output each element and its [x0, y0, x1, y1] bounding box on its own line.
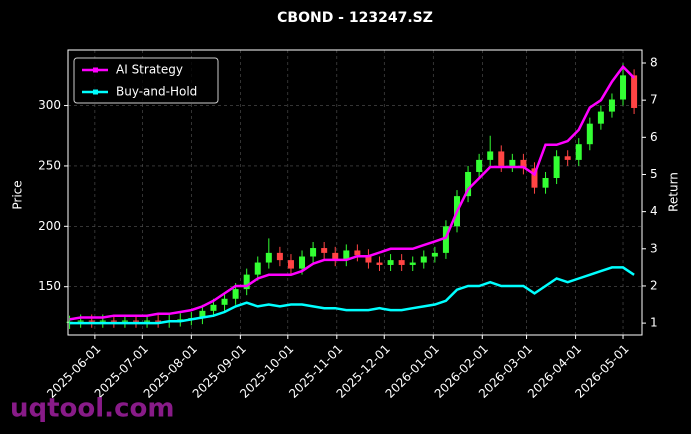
- candle-body: [575, 144, 582, 160]
- candle-body: [276, 252, 283, 261]
- candle-body: [332, 252, 339, 261]
- legend-label: AI Strategy: [116, 63, 183, 77]
- candle-body: [343, 250, 350, 261]
- chart-title: CBOND - 123247.SZ: [277, 10, 433, 26]
- candle-body: [243, 274, 250, 290]
- candle-body: [387, 260, 394, 265]
- candle-body: [487, 151, 494, 160]
- y2-tick-label: 6: [650, 130, 658, 144]
- legend-marker: [93, 89, 98, 95]
- candle-body: [232, 289, 239, 299]
- candle-body: [121, 320, 128, 322]
- candle-body: [265, 252, 272, 263]
- y-tick-label: 250: [38, 158, 61, 172]
- plot-frame: [67, 49, 643, 336]
- candle-body: [110, 320, 117, 322]
- y2-tick-label: 4: [650, 204, 658, 218]
- y2-tick-label: 8: [650, 56, 658, 70]
- candle-body: [221, 298, 228, 305]
- candle-body: [310, 248, 317, 257]
- candle-body: [597, 111, 604, 124]
- candle-body: [132, 320, 139, 322]
- candle-body: [509, 159, 516, 166]
- candle-body: [66, 321, 73, 323]
- y2-tick-label: 5: [650, 167, 658, 181]
- legend-box: [73, 57, 219, 104]
- candle-body: [354, 250, 361, 256]
- candle-body: [431, 252, 438, 257]
- candle-body: [476, 159, 483, 172]
- candle-body: [586, 123, 593, 145]
- candle-body: [199, 310, 206, 319]
- candle-body: [608, 99, 615, 112]
- return-line: [69, 266, 635, 325]
- legend-label: Buy-and-Hold: [116, 85, 197, 99]
- candle-body: [210, 304, 217, 311]
- candle-body: [564, 156, 571, 160]
- candle-body: [144, 320, 151, 322]
- candle-body: [365, 255, 372, 263]
- candle-body: [99, 320, 106, 322]
- candle-body: [77, 320, 84, 322]
- y-tick-label: 150: [38, 279, 61, 293]
- candle-body: [155, 320, 162, 322]
- candle-body: [531, 168, 538, 188]
- candle-body: [254, 262, 261, 275]
- candle-body: [498, 151, 505, 166]
- y2-axis-label: Return: [667, 172, 681, 212]
- candle-body: [620, 75, 627, 100]
- candle-body: [409, 262, 416, 265]
- y-axis-label: Price: [11, 180, 25, 209]
- candle-body: [420, 256, 427, 263]
- candle-body: [287, 260, 294, 269]
- y2-tick-label: 1: [650, 316, 658, 330]
- candle-body: [631, 75, 638, 108]
- y2-tick-label: 2: [650, 278, 658, 292]
- watermark: uqtool.com: [10, 394, 174, 424]
- candle-body: [376, 262, 383, 265]
- candle-body: [299, 256, 306, 269]
- candle-body: [553, 156, 560, 179]
- y-tick-label: 200: [38, 219, 61, 233]
- candle-body: [520, 159, 527, 169]
- candle-body: [177, 319, 184, 321]
- return-line: [69, 64, 635, 321]
- candle-body: [321, 248, 328, 253]
- candle-body: [442, 226, 449, 253]
- candle-body: [465, 171, 472, 197]
- candle-body: [88, 320, 95, 322]
- y2-tick-label: 7: [650, 93, 658, 107]
- legend-marker: [93, 67, 98, 73]
- candle-body: [398, 260, 405, 265]
- y-tick-label: 300: [38, 98, 61, 112]
- y2-tick-label: 3: [650, 241, 658, 255]
- candle-body: [542, 178, 549, 188]
